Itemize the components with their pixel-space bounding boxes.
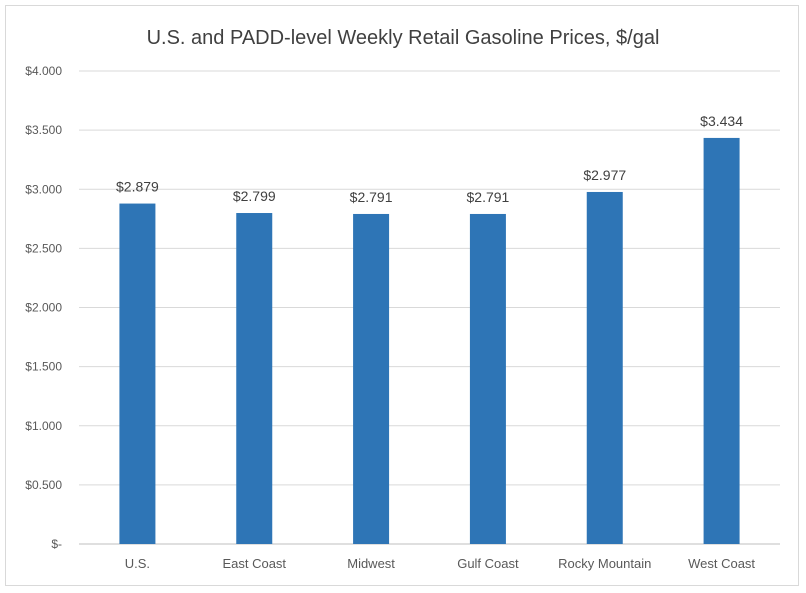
data-label: $2.799 [233,188,276,204]
x-tick-label: East Coast [222,556,286,571]
x-tick-label: Gulf Coast [457,556,519,571]
x-tick-label: Rocky Mountain [558,556,651,571]
chart-title: U.S. and PADD-level Weekly Retail Gasoli… [147,27,660,49]
bar [586,191,623,544]
y-tick-label: $0.500 [25,478,62,492]
y-tick-label: $3.000 [25,182,62,196]
data-labels: $2.879 $2.799 $2.791 $2.791 $2.977 $3.434 [116,113,743,205]
bars [119,137,740,545]
y-tick-label: $2.000 [25,301,62,315]
y-tick-label: $4.000 [25,64,62,78]
x-tick-label: Midwest [347,556,395,571]
data-label: $2.791 [350,189,393,205]
y-tick-label: $1.000 [25,419,62,433]
bar [119,203,156,545]
bar [469,213,506,545]
data-label: $3.434 [700,113,743,129]
y-tick-label: $3.500 [25,123,62,137]
data-label: $2.879 [116,179,159,195]
y-axis: $- $0.500 $1.000 $1.500 $2.000 $2.500 $3.000 $3… [25,64,62,551]
data-label: $2.791 [467,189,510,205]
y-tick-label: $- [51,537,62,551]
x-tick-label: West Coast [688,556,755,571]
gridlines [79,70,780,545]
y-tick-label: $1.500 [25,360,62,374]
data-label: $2.977 [583,167,626,183]
bar [353,213,390,545]
x-tick-label: U.S. [125,556,150,571]
bar [236,213,273,544]
y-tick-label: $2.500 [25,241,62,255]
bar [703,137,740,544]
x-axis: U.S. East Coast Midwest Gulf Coast Rocky Mou… [125,556,756,571]
